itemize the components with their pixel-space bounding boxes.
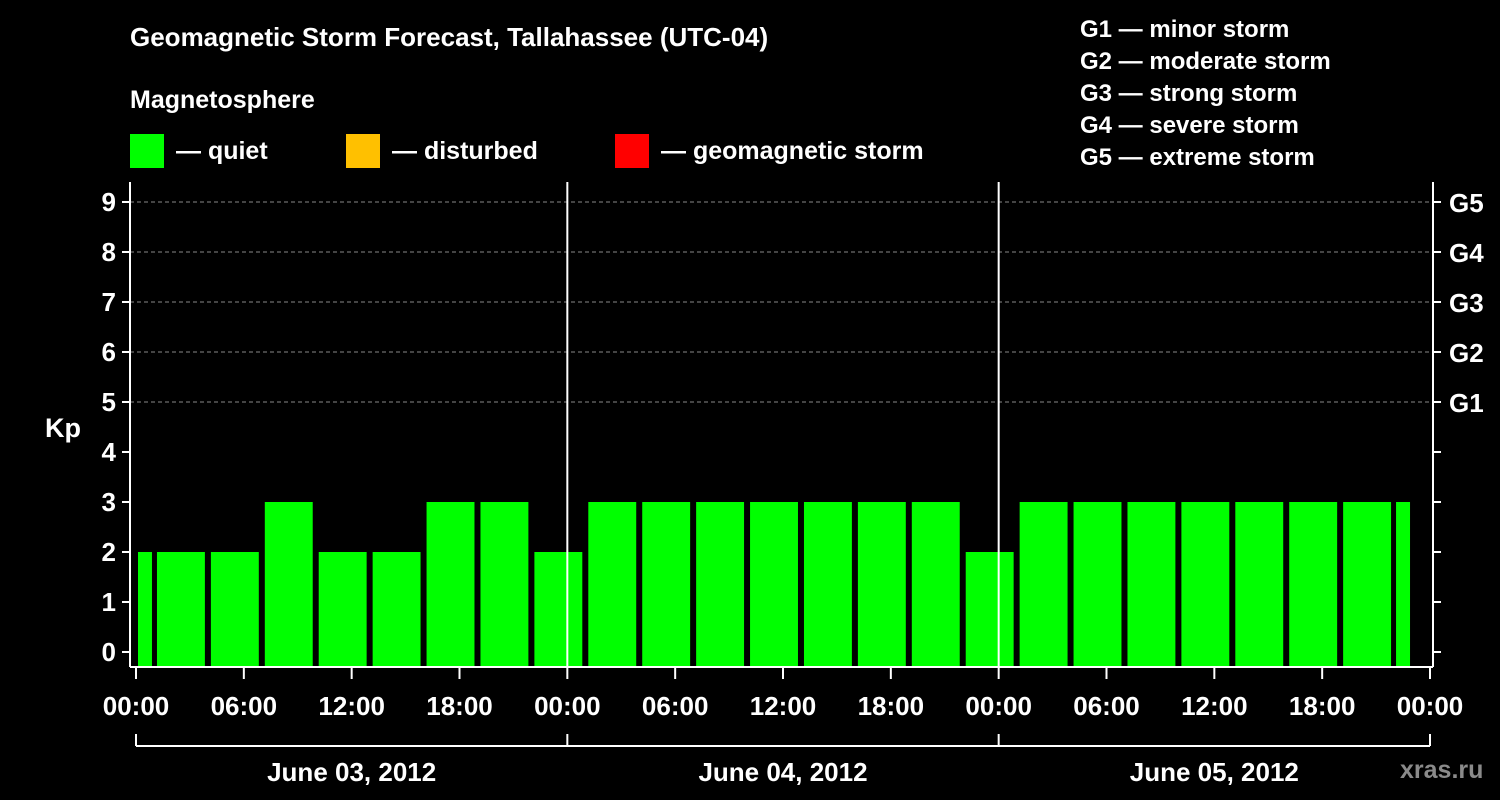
- kp-bar: [210, 552, 259, 667]
- y-tick-label: 3: [102, 487, 116, 517]
- kp-bar: [1343, 502, 1392, 667]
- y-tick-label: 5: [102, 387, 116, 417]
- g-level-tick-label: G5: [1449, 188, 1484, 218]
- y-tick-label: 1: [102, 587, 116, 617]
- x-tick-label: 00:00: [534, 691, 601, 721]
- kp-bar: [534, 552, 583, 667]
- kp-bar: [857, 502, 906, 667]
- kp-bar: [965, 552, 1014, 667]
- x-tick-label: 06:00: [642, 691, 709, 721]
- x-tick-label: 06:00: [1073, 691, 1140, 721]
- legend-label-storm: — geomagnetic storm: [661, 136, 924, 165]
- x-tick-label: 06:00: [211, 691, 278, 721]
- g-level-tick-label: G2: [1449, 338, 1484, 368]
- y-tick-label: 6: [102, 337, 116, 367]
- g-scale-item-g5: G5 — extreme storm: [1080, 144, 1315, 171]
- x-tick-label: 00:00: [103, 691, 170, 721]
- kp-bar: [1181, 502, 1230, 667]
- legend-item-quiet: — quiet: [130, 134, 268, 168]
- g-level-tick-label: G3: [1449, 288, 1484, 318]
- kp-bar: [318, 552, 367, 667]
- legend-swatch-storm: [615, 134, 649, 168]
- legend-swatch-quiet: [130, 134, 164, 168]
- legend-item-storm: — geomagnetic storm: [615, 134, 924, 168]
- y-tick-label: 4: [102, 437, 117, 467]
- x-tick-label: 12:00: [318, 691, 385, 721]
- g-level-tick-label: G1: [1449, 388, 1484, 418]
- kp-bar: [264, 502, 313, 667]
- kp-bar: [426, 502, 475, 667]
- kp-bar: [588, 502, 637, 667]
- day-label: June 04, 2012: [698, 757, 867, 787]
- legend-label-disturbed: — disturbed: [392, 136, 538, 165]
- watermark: xras.ru: [1400, 756, 1484, 784]
- legend-swatch-disturbed: [346, 134, 380, 168]
- kp-bar: [1289, 502, 1338, 667]
- kp-bar: [138, 552, 152, 667]
- x-tick-label: 18:00: [1289, 691, 1356, 721]
- legend-label-quiet: — quiet: [176, 136, 268, 165]
- kp-bar: [750, 502, 798, 667]
- kp-bar: [911, 502, 960, 667]
- x-tick-label: 18:00: [858, 691, 925, 721]
- g-scale-legend: G1 — minor storm G2 — moderate storm G3 …: [1080, 14, 1331, 174]
- kp-bar: [1127, 502, 1176, 667]
- y-axis-label: Kp: [45, 413, 81, 443]
- chart-title: Geomagnetic Storm Forecast, Tallahassee …: [130, 22, 769, 52]
- g-scale-item-g2: G2 — moderate storm: [1080, 48, 1331, 75]
- day-label: June 03, 2012: [267, 757, 436, 787]
- magnetosphere-label: Magnetosphere: [130, 86, 315, 114]
- g-scale-item-g1: G1 — minor storm: [1080, 16, 1290, 43]
- g-level-tick-label: G4: [1449, 238, 1484, 268]
- y-tick-label: 9: [102, 187, 116, 217]
- kp-bar: [1396, 502, 1411, 667]
- kp-bar: [1019, 502, 1068, 667]
- kp-bar: [642, 502, 691, 667]
- y-tick-label: 8: [102, 237, 116, 267]
- x-tick-label: 18:00: [426, 691, 493, 721]
- y-tick-label: 2: [102, 537, 116, 567]
- x-tick-label: 12:00: [1181, 691, 1248, 721]
- kp-bar: [156, 552, 205, 667]
- kp-bar: [480, 502, 529, 667]
- g-scale-item-g4: G4 — severe storm: [1080, 112, 1299, 139]
- x-tick-label: 00:00: [965, 691, 1032, 721]
- y-tick-label: 0: [102, 637, 116, 667]
- y-tick-label: 7: [102, 287, 116, 317]
- kp-bar: [696, 502, 745, 667]
- kp-bar: [372, 552, 421, 667]
- day-label: June 05, 2012: [1130, 757, 1299, 787]
- x-tick-label: 00:00: [1397, 691, 1464, 721]
- kp-bar: [1235, 502, 1284, 667]
- x-tick-label: 12:00: [750, 691, 817, 721]
- kp-bar: [803, 502, 852, 667]
- legend-item-disturbed: — disturbed: [346, 134, 538, 168]
- g-scale-item-g3: G3 — strong storm: [1080, 80, 1298, 107]
- kp-bar: [1073, 502, 1122, 667]
